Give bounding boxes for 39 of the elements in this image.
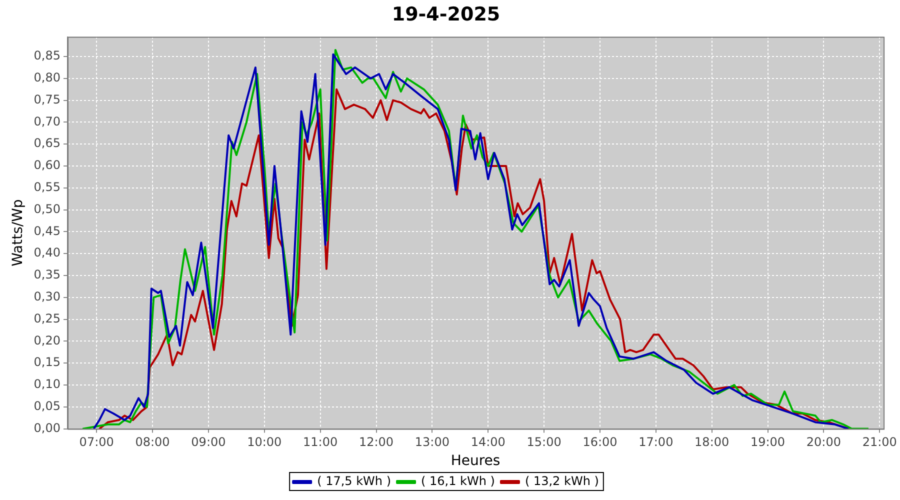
y-tick-label: 0,20 [34, 333, 61, 348]
legend-label: ( 16,1 kWh ) [421, 474, 495, 488]
y-tick-label: 0,00 [34, 420, 61, 435]
x-tick-label: 14:00 [470, 435, 506, 450]
x-tick-label: 21:00 [862, 435, 897, 450]
x-tick-label: 08:00 [135, 435, 170, 450]
y-tick-label: 0,75 [34, 92, 61, 106]
y-tick-label: 0,65 [34, 136, 61, 150]
y-axis-title: Watts/Wp [10, 199, 26, 266]
y-tick-label: 0,85 [34, 48, 61, 63]
x-tick-label: 20:00 [806, 435, 842, 450]
y-tick-label: 0,15 [34, 355, 61, 370]
x-tick-label: 16:00 [582, 435, 618, 450]
y-tick-label: 0,30 [34, 290, 61, 304]
x-tick-label: 09:00 [191, 435, 226, 450]
y-tick-label: 0,50 [34, 202, 61, 216]
y-tick-label: 0,45 [34, 224, 61, 238]
y-tick-label: 0,35 [34, 268, 61, 282]
y-tick-label: 0,70 [34, 114, 61, 128]
x-axis-title: Heures [450, 453, 500, 470]
y-tick-label: 0,60 [34, 158, 61, 172]
x-tick-label: 07:00 [79, 435, 114, 450]
y-tick-label: 0,40 [34, 246, 61, 260]
y-tick-label: 0,10 [34, 377, 61, 392]
x-tick-label: 17:00 [638, 435, 674, 450]
x-tick-label: 19:00 [750, 435, 786, 450]
x-tick-label: 18:00 [694, 435, 730, 450]
x-tick-label: 15:00 [526, 435, 562, 450]
chart-title: 19-4-2025 [392, 3, 500, 26]
legend-label: ( 17,5 kWh ) [317, 474, 392, 488]
y-tick-label: 0,55 [34, 180, 61, 194]
x-tick-label: 13:00 [414, 435, 450, 450]
x-tick-label: 12:00 [358, 435, 394, 450]
y-tick-label: 0,25 [34, 311, 61, 326]
x-tick-label: 11:00 [303, 435, 338, 450]
x-tick-label: 10:00 [247, 435, 282, 450]
y-tick-label: 0,05 [34, 399, 61, 414]
y-tick-label: 0,80 [34, 70, 61, 85]
legend-label: ( 13,2 kWh ) [524, 474, 599, 488]
